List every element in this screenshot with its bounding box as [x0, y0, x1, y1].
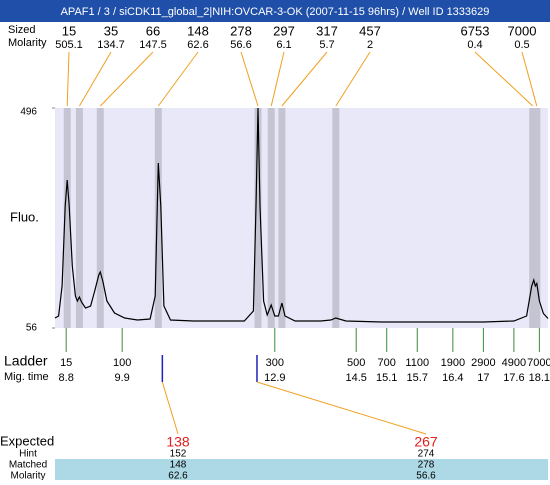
peak-molarity: 0.4 — [467, 39, 482, 51]
peak-leader — [335, 51, 371, 107]
peak-size: 317 — [316, 23, 338, 38]
ladder-time: 16.4 — [442, 372, 463, 384]
peak-size: 6753 — [461, 23, 490, 38]
peak-leader — [66, 51, 70, 107]
peak-size: 278 — [230, 23, 252, 38]
peak-band — [529, 108, 537, 328]
row-label: Sized — [8, 24, 36, 36]
hint-size: 152 — [170, 449, 187, 460]
peak-molarity: 134.7 — [97, 39, 125, 51]
ladder-time: 18.1 — [529, 372, 550, 384]
peak-band — [96, 108, 104, 328]
peak-size: 66 — [146, 23, 160, 38]
ladder-size: 500 — [347, 357, 365, 369]
ladder-time: 15.1 — [376, 372, 397, 384]
peak-leader — [157, 51, 199, 107]
y-axis-label: Fluo. — [10, 209, 39, 224]
row-label: Matched — [9, 460, 47, 471]
ladder-time: 8.8 — [59, 372, 74, 384]
ladder-size: 100 — [113, 357, 131, 369]
peak-molarity: 6.1 — [276, 39, 291, 51]
peak-band — [254, 108, 262, 328]
matched-molarity: 56.6 — [416, 471, 436, 480]
peak-molarity: 5.7 — [319, 39, 334, 51]
peak-molarity: 147.5 — [139, 39, 167, 51]
peak-band — [63, 108, 71, 328]
peak-molarity: 62.6 — [187, 39, 208, 51]
peak-size: 15 — [62, 23, 76, 38]
expected-size: 138 — [166, 434, 190, 450]
ladder-size: 15 — [60, 357, 72, 369]
ladder-size: 1100 — [405, 357, 429, 369]
ladder-size: 1900 — [441, 357, 465, 369]
peak-molarity: 505.1 — [55, 39, 83, 51]
ladder-time: 12.9 — [264, 372, 285, 384]
title-bar — [0, 0, 550, 22]
peak-leader — [78, 51, 112, 107]
peak-molarity: 2 — [367, 39, 373, 51]
ladder-time: 9.9 — [115, 372, 130, 384]
row-label: Hint — [19, 449, 37, 460]
row-label: Mig. time — [4, 371, 49, 383]
peak-band — [278, 108, 286, 328]
row-label: Molarity — [8, 37, 47, 49]
ladder-time: 17.6 — [503, 372, 524, 384]
matched-size: 278 — [418, 460, 435, 471]
ladder-size: 4900 — [502, 357, 526, 369]
ladder-time: 14.5 — [345, 372, 366, 384]
peak-molarity: 56.6 — [230, 39, 251, 51]
expected-leader — [161, 381, 179, 435]
expected-size: 267 — [414, 434, 438, 450]
ladder-size: 2900 — [471, 357, 495, 369]
trace — [54, 107, 549, 323]
peak-band — [75, 108, 83, 328]
peak-size: 297 — [273, 23, 295, 38]
peak-band — [332, 108, 340, 328]
y-tick-label: 496 — [20, 107, 37, 118]
y-tick-label: 56 — [26, 323, 38, 334]
peak-molarity: 0.5 — [514, 39, 529, 51]
title: APAF1 / 3 / siCDK11_global_2|NIH:OVCAR-3… — [61, 6, 490, 18]
peak-leader — [270, 51, 285, 107]
peak-leader — [99, 51, 154, 107]
ladder-size: 700 — [378, 357, 396, 369]
matched-molarity: 62.6 — [168, 471, 188, 480]
ladder-size: 7000 — [527, 357, 550, 369]
plot-area — [55, 108, 548, 328]
peak-leader — [474, 51, 534, 107]
peak-size: 457 — [359, 23, 381, 38]
peak-size: 7000 — [508, 23, 537, 38]
row-label: Ladder — [4, 353, 48, 369]
row-label: Expected — [0, 433, 54, 448]
peak-band — [267, 108, 275, 328]
row-label: Molarity — [10, 471, 45, 480]
expected-leader — [256, 381, 427, 435]
ladder-time: 17 — [477, 372, 489, 384]
matched-size: 148 — [170, 460, 187, 471]
row-highlight — [55, 459, 548, 480]
ladder-size: 300 — [266, 357, 284, 369]
peak-band — [154, 108, 162, 328]
hint-size: 274 — [418, 449, 435, 460]
peak-size: 35 — [104, 23, 118, 38]
peak-size: 148 — [187, 23, 209, 38]
peak-leader — [240, 51, 259, 107]
peak-leader — [281, 51, 328, 107]
peak-leader — [521, 51, 538, 107]
peak-band — [533, 108, 541, 328]
ladder-time: 15.7 — [407, 372, 428, 384]
